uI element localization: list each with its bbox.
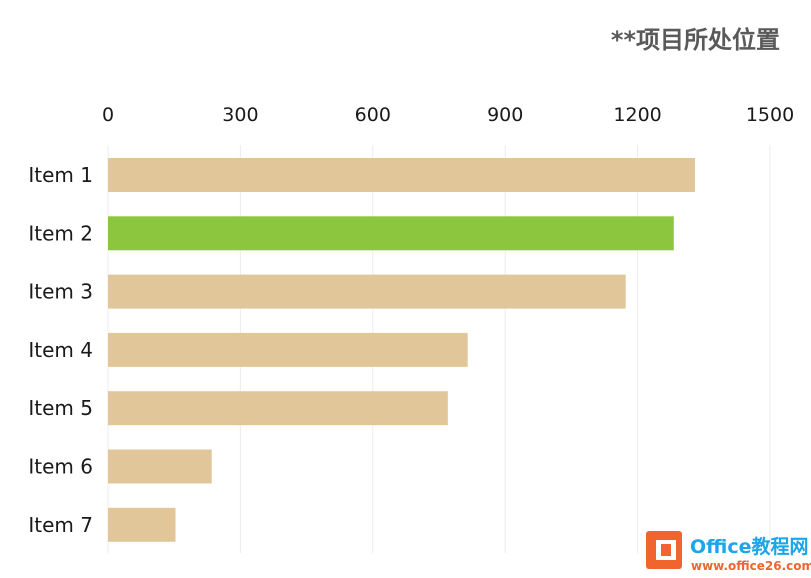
category-label: Item 4	[28, 338, 93, 362]
bar-7	[108, 507, 176, 542]
office-logo-icon	[646, 531, 682, 569]
category-label: Item 2	[28, 221, 93, 245]
category-label: Item 3	[28, 280, 93, 304]
bar-5	[108, 391, 448, 426]
bar-1	[108, 158, 695, 192]
category-label: Item 6	[28, 455, 93, 479]
watermark-title: Office教程网	[690, 535, 809, 558]
watermark-url: www.office26.com	[691, 559, 811, 573]
bar-2	[108, 216, 674, 251]
x-tick-label: 300	[222, 104, 258, 126]
bar-3	[108, 274, 626, 309]
category-label: Item 5	[28, 396, 93, 420]
x-tick-label: 1200	[613, 104, 661, 126]
x-axis-tick-labels: 0 300 600 900 1200 1500	[102, 104, 794, 126]
chart-title: **项目所处位置	[611, 26, 780, 54]
x-tick-label: 900	[487, 104, 523, 126]
bar-4	[108, 332, 468, 367]
x-tick-label: 1500	[746, 104, 794, 126]
bar-6	[108, 449, 212, 484]
category-labels: Item 1 Item 2 Item 3 Item 4 Item 5 Item 6 Item…	[28, 163, 93, 537]
category-label: Item 7	[28, 513, 93, 537]
x-tick-label: 0	[102, 104, 114, 126]
bars	[108, 158, 695, 542]
category-label: Item 1	[28, 163, 93, 187]
watermark-logo: Office教程网 www.office26.com	[646, 531, 811, 573]
x-tick-label: 600	[355, 104, 391, 126]
